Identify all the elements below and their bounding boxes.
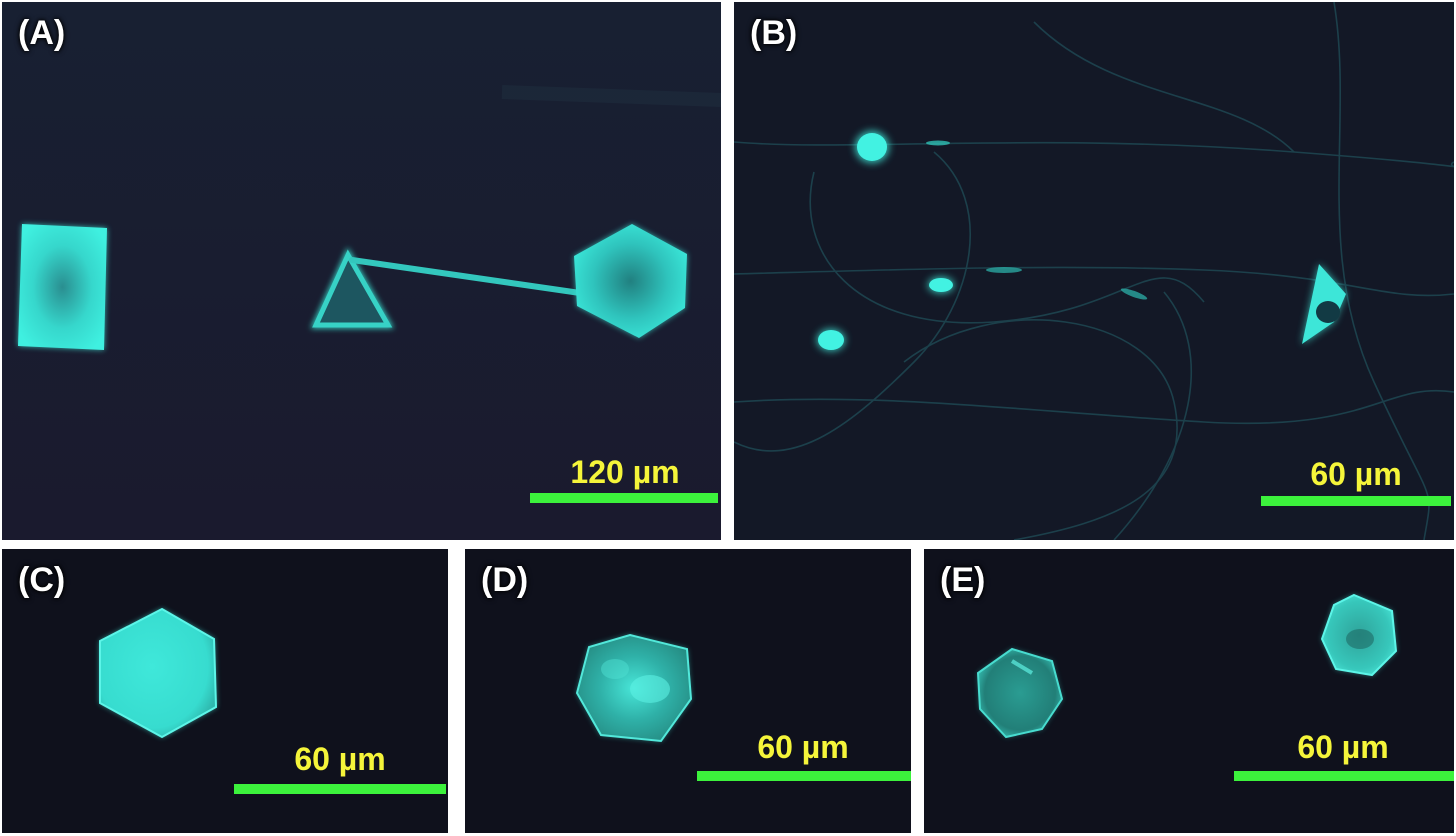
irregular-crystal	[1302, 264, 1346, 344]
panel-c-image	[2, 549, 448, 833]
panel-b-label: (B)	[750, 14, 798, 52]
panel-b-image	[734, 2, 1454, 540]
fluorescent-particles	[817, 131, 1148, 351]
hexagon-crystal-d	[575, 633, 693, 743]
panel-e-scale-bar	[1234, 771, 1454, 781]
hexagon-crystal-e-right	[1320, 593, 1398, 677]
hexagon-crystal-c	[99, 607, 218, 739]
panel-b-scale-text: 60 µm	[1310, 456, 1402, 492]
panel-c-label: (C)	[18, 561, 66, 599]
panel-d: (D) 60 µm	[465, 549, 911, 833]
panel-b-scale-bar	[1261, 496, 1451, 506]
panel-a-image	[2, 2, 721, 540]
fiber-network	[734, 2, 1454, 540]
panel-c-scale-text: 60 µm	[294, 741, 386, 777]
triangle-crystal	[310, 247, 590, 329]
panel-e-label: (E)	[940, 561, 986, 599]
rectangle-crystal	[18, 224, 107, 350]
hexagon-crystal	[574, 224, 687, 338]
panel-e-scale-text: 60 µm	[1297, 729, 1389, 765]
panel-b: (B) 60 µm	[734, 2, 1454, 540]
panel-d-scale-text: 60 µm	[757, 729, 849, 765]
panel-d-image	[465, 549, 911, 833]
panel-e: (E) 60 µm	[924, 549, 1454, 833]
panel-a-label: (A)	[18, 14, 66, 52]
hexagon-crystal-e-left	[976, 647, 1064, 739]
panel-e-image	[924, 549, 1454, 833]
panel-c: (C) 60 µm	[2, 549, 448, 833]
panel-c-scale-bar	[234, 784, 446, 794]
panel-d-scale-bar	[697, 771, 911, 781]
panel-a: (A) 120 µm	[2, 2, 721, 540]
panel-a-scale-bar	[530, 493, 718, 503]
panel-a-scale-text: 120 µm	[570, 454, 680, 490]
panel-d-label: (D)	[481, 561, 529, 599]
